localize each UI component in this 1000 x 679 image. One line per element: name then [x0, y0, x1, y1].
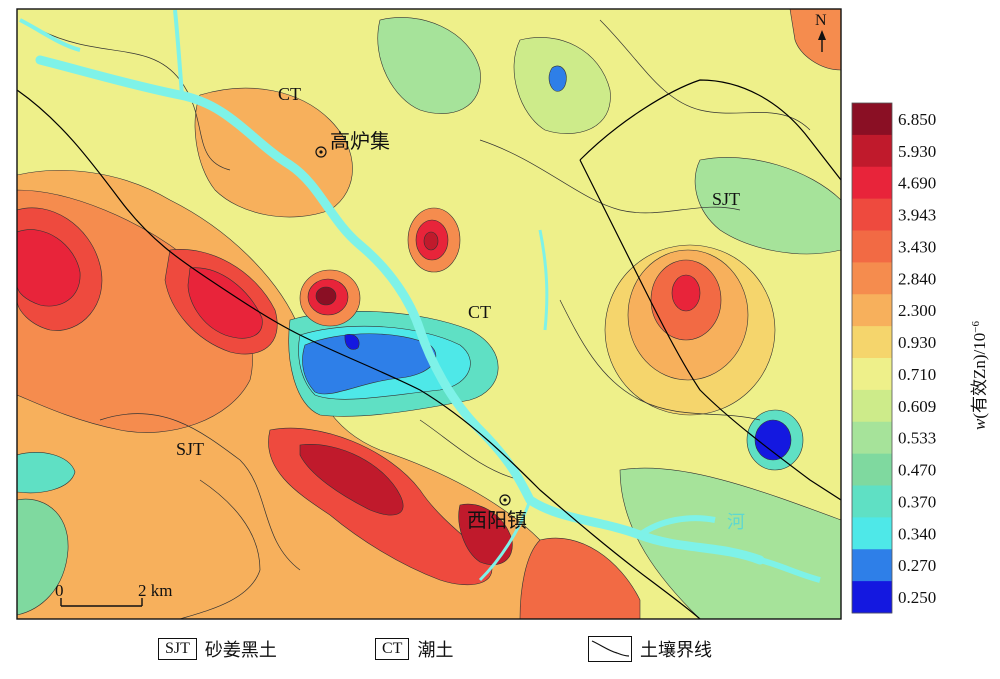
legend-swatch — [852, 453, 892, 486]
legend-value-label: 0.609 — [898, 397, 936, 416]
label-river: 河 — [727, 512, 745, 532]
river-branch-s — [478, 499, 532, 582]
legend-swatch — [852, 166, 892, 200]
legend-text-sjt: 砂姜黑土 — [204, 640, 277, 661]
legend-swatch — [852, 358, 892, 391]
zone-center-blue — [302, 333, 437, 395]
legend-title: w(有效Zn)/10−6 — [970, 321, 989, 430]
legend-swatch — [852, 581, 892, 614]
legend-value-label: 6.850 — [898, 110, 936, 129]
legend-value-label: 0.710 — [898, 365, 936, 384]
map-frame — [16, 8, 842, 620]
river-branch-ne — [538, 229, 549, 331]
river-main — [35, 55, 765, 565]
color-legend: 6.850 5.930 4.690 3.943 3.430 2.840 2.300 0.930… — [851, 102, 936, 614]
scale-bar — [60, 598, 143, 607]
zone-top-blue — [548, 65, 567, 92]
legend-value-label: 0.470 — [898, 461, 936, 480]
legend-swatch — [852, 103, 892, 136]
legend-swatch — [852, 134, 892, 168]
legend-swatch — [852, 294, 892, 327]
label-sjt-right: SJT — [712, 189, 740, 209]
town-marker-gaoluji — [315, 146, 327, 158]
legend-swatch — [852, 421, 892, 455]
soil-boundary-icon — [588, 636, 632, 662]
legend-swatch — [852, 198, 892, 231]
label-xiyang: 西阳镇 — [467, 509, 527, 532]
scale-distance: 2 km — [138, 581, 172, 600]
label-gaoluji: 高炉集 — [330, 130, 390, 153]
legend-value-label: 0.340 — [898, 524, 936, 543]
zone-left-red-core — [17, 229, 81, 307]
zone-ne-green — [694, 157, 841, 255]
soil-boundary-2 — [579, 159, 841, 501]
legend-value-label: 5.930 — [898, 142, 936, 161]
legend-title-rest: (有效Zn)/10 — [970, 333, 989, 419]
zone-sw-cyan — [17, 452, 76, 494]
label-sjt-left: SJT — [176, 439, 204, 459]
soil-boundary-1 — [17, 89, 701, 619]
zone-bottom-orange — [519, 537, 641, 619]
legend-value-label: 0.270 — [898, 556, 936, 575]
legend-swatch — [852, 262, 892, 295]
map-area — [17, 9, 841, 619]
zone-sw-green — [17, 498, 69, 616]
legend-border — [851, 102, 893, 614]
town-marker-xiyang — [499, 494, 511, 506]
legend-value-label: 0.250 — [898, 588, 936, 607]
legend-code-sjt: SJT — [158, 638, 197, 660]
legend-title-var: w — [970, 418, 989, 430]
label-ct-center: CT — [468, 302, 491, 322]
river-branch-north — [19, 9, 184, 96]
zone-south-red-2 — [458, 503, 513, 566]
zone-center-darkblue — [344, 334, 360, 350]
legend-code-ct: CT — [375, 638, 410, 660]
legend-value-label: 0.370 — [898, 492, 936, 511]
river-branch-se — [638, 515, 821, 583]
legend-value-label: 2.840 — [898, 269, 936, 288]
zone-hotspot-2-core — [423, 231, 439, 251]
zone-south-red-core — [299, 444, 404, 516]
legend-item-boundary: 土壤界线 — [588, 636, 712, 662]
soil-type-legend: SJT 砂姜黑土 CT 潮土 土壤界线 — [0, 628, 1000, 668]
scale-zero: 0 — [55, 581, 64, 600]
legend-item-ct: CT 潮土 — [375, 636, 453, 662]
label-ct-top: CT — [278, 84, 301, 104]
legend-swatch — [852, 389, 892, 423]
legend-text-ct: 潮土 — [417, 640, 454, 661]
north-label: N — [815, 12, 827, 29]
legend-value-label: 3.430 — [898, 237, 936, 256]
legend-value-label: 0.533 — [898, 429, 936, 448]
legend-swatch — [852, 517, 892, 550]
zone-top-green — [377, 17, 481, 114]
legend-value-label: 3.943 — [898, 206, 936, 225]
legend-value-label: 2.300 — [898, 301, 936, 320]
legend-value-label: 4.690 — [898, 174, 936, 193]
legend-value-label: 0.930 — [898, 333, 936, 352]
zone-east-core — [671, 274, 701, 312]
legend-title-exp: −6 — [970, 321, 982, 333]
legend-swatch — [852, 549, 892, 582]
soil-boundary-3 — [579, 79, 841, 181]
legend-item-sjt: SJT 砂姜黑土 — [158, 636, 277, 662]
legend-swatch — [852, 326, 892, 359]
zone-mid-red-core — [187, 267, 263, 339]
zone-hotspot-1-core — [315, 286, 337, 306]
zone-east-blue — [754, 419, 792, 461]
legend-swatch — [852, 485, 892, 518]
legend-swatch — [852, 230, 892, 263]
north-arrow-icon — [818, 30, 826, 52]
legend-text-boundary: 土壤界线 — [640, 640, 712, 661]
